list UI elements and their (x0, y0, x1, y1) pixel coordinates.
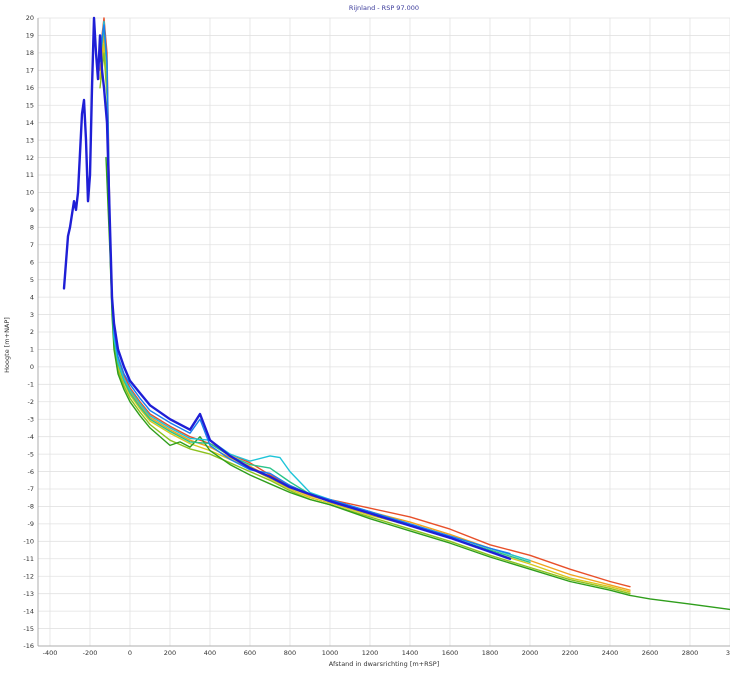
y-tick-label: 12 (26, 154, 34, 162)
x-tick-label: 1000 (322, 649, 339, 657)
y-tick-label: 7 (30, 241, 34, 249)
x-tick-label: 1200 (362, 649, 379, 657)
y-tick-label: -12 (23, 572, 34, 580)
x-tick-label: 2200 (562, 649, 579, 657)
profile-line-5 (105, 156, 730, 611)
y-tick-label: 14 (26, 119, 34, 127)
y-tick-label: -15 (23, 625, 34, 633)
y-tick-label: -13 (23, 590, 34, 598)
y-tick-label: 4 (30, 293, 34, 301)
x-tick-label: 800 (284, 649, 296, 657)
chart-title: Rijnland - RSP 97.000 (349, 4, 419, 12)
x-tick-label: 1400 (402, 649, 419, 657)
x-tick-label: 2600 (642, 649, 659, 657)
x-tick-label: 1800 (482, 649, 499, 657)
y-axis-title: Hoogte [m+NAP] (3, 317, 11, 373)
y-tick-label: -2 (28, 398, 34, 406)
x-tick-label: -400 (43, 649, 58, 657)
x-tick-label: 600 (244, 649, 256, 657)
y-tick-label: -9 (28, 520, 34, 528)
y-tick-label: 6 (30, 258, 34, 266)
y-tick-label: 2 (30, 328, 34, 336)
x-tick-label: 200 (164, 649, 176, 657)
y-tick-label: 19 (26, 32, 34, 40)
x-tick-label: 2400 (602, 649, 619, 657)
y-tick-label: 3 (30, 311, 34, 319)
x-axis-title: Afstand in dwarsrichting [m+RSP] (329, 660, 439, 668)
y-tick-label: 17 (26, 67, 34, 75)
y-tick-label: 13 (26, 136, 34, 144)
y-tick-label: -8 (28, 503, 34, 511)
y-tick-label: 9 (30, 206, 34, 214)
y-tick-label: -16 (23, 642, 34, 650)
y-tick-label: 15 (26, 101, 34, 109)
y-tick-label: 16 (26, 84, 34, 92)
x-tick-label: 2800 (682, 649, 699, 657)
x-tick-label: -200 (83, 649, 98, 657)
y-tick-label: -4 (28, 433, 34, 441)
x-tick-label: 2000 (522, 649, 539, 657)
y-tick-label: -3 (28, 415, 34, 423)
y-tick-label: 5 (30, 276, 34, 284)
y-tick-label: -7 (28, 485, 34, 493)
y-tick-label: 0 (30, 363, 34, 371)
x-tick-label: 0 (128, 649, 132, 657)
y-tick-label: -1 (28, 381, 34, 389)
y-tick-label: 11 (26, 171, 34, 179)
y-tick-label: 20 (26, 14, 34, 22)
y-tick-label: 1 (30, 346, 34, 354)
x-tick-label: 30 (726, 649, 730, 657)
y-tick-label: -6 (28, 468, 34, 476)
y-tick-label: -11 (23, 555, 34, 563)
y-tick-label: -5 (28, 450, 34, 458)
y-tick-label: 8 (30, 224, 34, 232)
profile-line-9 (62, 16, 512, 560)
x-tick-label: 400 (204, 649, 216, 657)
y-tick-label: -10 (23, 538, 34, 546)
x-tick-label: 1600 (442, 649, 459, 657)
y-tick-label: -14 (23, 607, 34, 615)
y-tick-label: 10 (26, 189, 34, 197)
y-tick-label: 18 (26, 49, 34, 57)
